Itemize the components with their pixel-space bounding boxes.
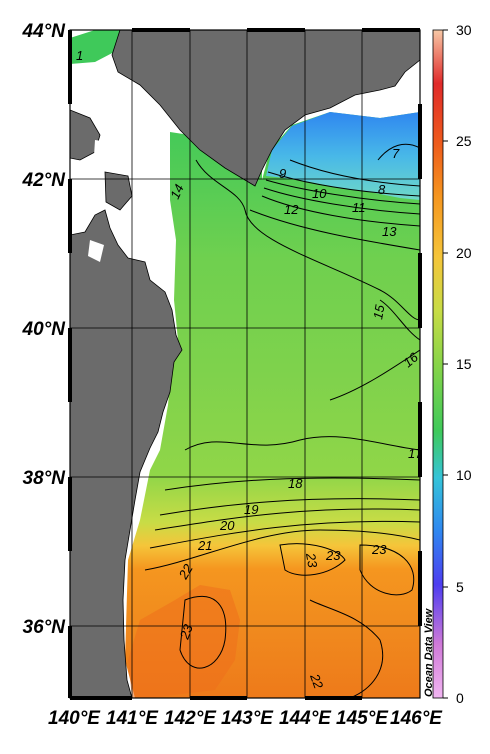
colorbar-tick: 0 bbox=[456, 690, 464, 706]
lon-label: 145°E bbox=[336, 708, 389, 729]
contour-label: 14 bbox=[167, 182, 187, 201]
contour-label: 23 bbox=[303, 551, 321, 570]
colorbar-tick: 25 bbox=[456, 133, 472, 149]
contour-line-9 bbox=[267, 171, 420, 197]
contour-line-17 bbox=[184, 436, 420, 451]
colorbar-tick: 20 bbox=[456, 245, 472, 261]
lon-label: 141°E bbox=[106, 708, 159, 729]
contour-line-16 bbox=[329, 349, 420, 401]
colorbar-tick: 5 bbox=[456, 579, 464, 595]
contour-label: 17 bbox=[408, 446, 423, 461]
lat-label: 36°N bbox=[23, 617, 67, 638]
contour-line-14 bbox=[195, 159, 420, 321]
contour-label: 18 bbox=[288, 476, 303, 491]
lat-label: 42°N bbox=[22, 170, 67, 191]
contour-label: 23 bbox=[371, 542, 387, 557]
contour-label: 20 bbox=[219, 518, 235, 533]
hokkaido-land bbox=[111, 30, 420, 187]
lon-label: 146°E bbox=[390, 708, 443, 729]
latitude-labels: 44°N 42°N 40°N 38°N 36°N bbox=[22, 21, 67, 638]
contour-line-23-east bbox=[359, 544, 415, 596]
sea-patch-north bbox=[70, 30, 125, 64]
contour-lines bbox=[144, 143, 420, 698]
contour-label: 19 bbox=[244, 502, 258, 517]
lat-label: 40°N bbox=[22, 319, 67, 340]
contour-label: 9 bbox=[279, 166, 286, 181]
frame-ticks bbox=[68, 28, 422, 700]
colorbar-tick: 30 bbox=[456, 22, 472, 38]
contour-label: 16 bbox=[400, 349, 421, 370]
contour-line-10 bbox=[265, 179, 420, 205]
lon-label: 144°E bbox=[279, 708, 332, 729]
contour-line-7 bbox=[377, 143, 420, 161]
contour-label: 11 bbox=[352, 200, 366, 215]
contour-label: 23 bbox=[176, 622, 196, 642]
contour-line-21 bbox=[149, 520, 420, 549]
contour-label: 15 bbox=[370, 303, 387, 321]
map-plot-area: 1 14 7 8 9 10 11 12 13 15 16 17 18 19 20… bbox=[70, 30, 423, 698]
shimokita-land bbox=[104, 171, 133, 211]
contour-label: 22 bbox=[307, 671, 327, 691]
no-data-patch bbox=[88, 240, 104, 262]
contour-line-12 bbox=[261, 195, 420, 227]
ocean-data-view-credit: Ocean Data View bbox=[423, 607, 435, 697]
colorbar-tick: 10 bbox=[456, 467, 472, 483]
longitude-labels: 140°E 141°E 142°E 143°E 144°E 145°E 146°… bbox=[48, 708, 443, 729]
contour-line-23-center bbox=[279, 543, 346, 576]
contour-line-8 bbox=[289, 159, 420, 187]
lon-label: 143°E bbox=[221, 708, 274, 729]
contour-line-22 bbox=[144, 529, 420, 571]
contour-label: 23 bbox=[325, 548, 341, 563]
contour-label: 8 bbox=[378, 182, 386, 197]
contour-label: 13 bbox=[382, 224, 397, 239]
graticule bbox=[70, 30, 420, 698]
contour-line-11 bbox=[263, 187, 420, 215]
warm-core-region bbox=[128, 585, 240, 698]
contour-label: 12 bbox=[284, 202, 299, 217]
contour-line-23-south bbox=[179, 595, 227, 669]
honshu-land bbox=[70, 209, 183, 698]
contour-line-15 bbox=[379, 299, 420, 341]
sea-temperature-field bbox=[125, 112, 420, 698]
contour-line-13 bbox=[249, 209, 420, 251]
lon-label: 140°E bbox=[48, 708, 101, 729]
contour-label: 22 bbox=[175, 561, 196, 583]
contour-line-19 bbox=[159, 498, 420, 516]
contour-line-20 bbox=[154, 508, 420, 531]
lat-label: 38°N bbox=[23, 468, 67, 489]
colorbar-scale bbox=[432, 29, 444, 699]
contour-label: 1 bbox=[76, 48, 83, 63]
lat-label: 44°N bbox=[22, 21, 67, 42]
contour-labels: 1 14 7 8 9 10 11 12 13 15 16 17 18 19 20… bbox=[76, 48, 423, 691]
no-data-patch bbox=[94, 140, 108, 160]
contour-label: 21 bbox=[197, 538, 212, 553]
contour-label: 7 bbox=[392, 146, 400, 161]
cold-water-region bbox=[266, 112, 420, 200]
lon-label: 142°E bbox=[164, 708, 217, 729]
colorbar-tick: 15 bbox=[456, 356, 472, 372]
contour-line-22-south bbox=[309, 599, 384, 698]
colorbar: 30 25 20 15 10 5 0 bbox=[432, 22, 472, 706]
contour-label: 10 bbox=[312, 186, 327, 201]
